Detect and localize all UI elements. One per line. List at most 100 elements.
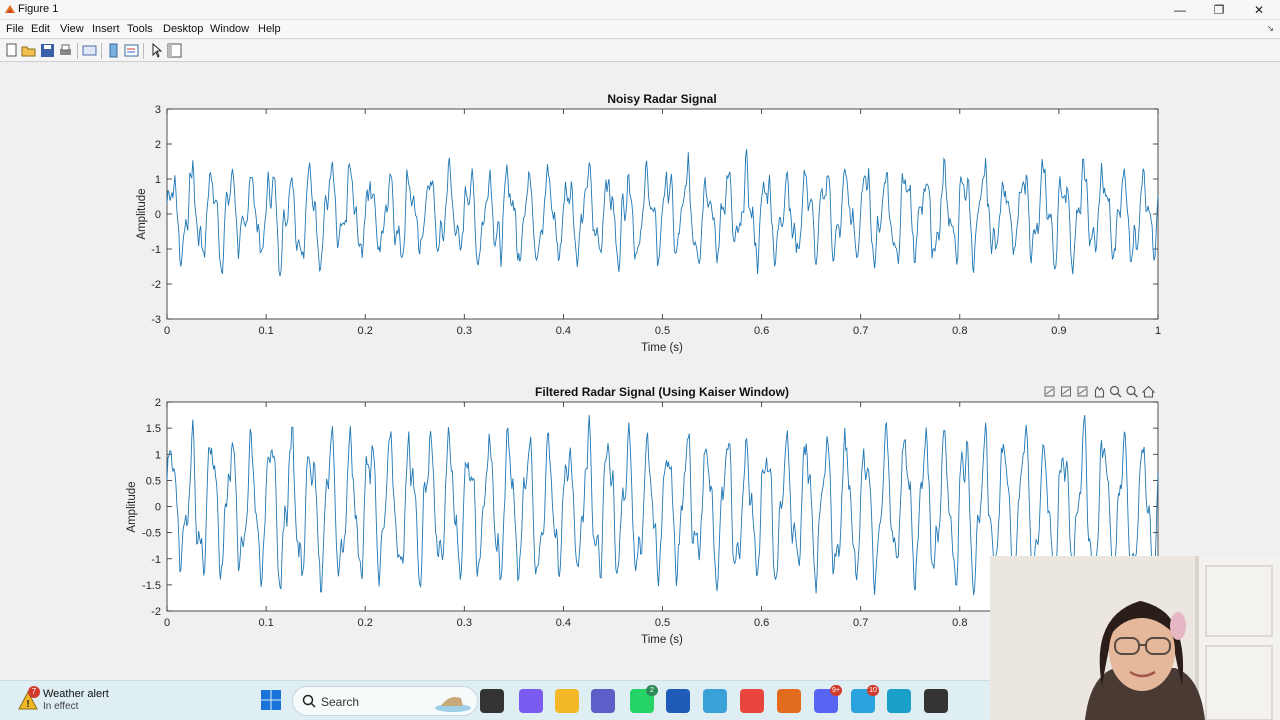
y-axis-label: Amplitude <box>126 481 138 532</box>
brush-icon[interactable] <box>1043 385 1056 398</box>
axes-noisy-box <box>166 108 1159 320</box>
filtered-signal-line <box>166 414 1159 596</box>
x-axis-label: Time (s) <box>641 342 683 354</box>
export-icon[interactable] <box>1076 385 1089 398</box>
menu-view[interactable]: View <box>60 23 84 35</box>
y-tick-label: -2 <box>151 606 161 618</box>
x-tick-label: 0.2 <box>358 325 373 337</box>
colorbar-icon[interactable] <box>106 43 121 58</box>
whatsapp-badge: 2 <box>646 685 658 696</box>
toolbar-separator <box>101 43 102 59</box>
y-tick-label: -0.5 <box>142 528 161 540</box>
weather-badge: 7 <box>28 686 40 698</box>
legend-icon[interactable] <box>124 43 139 58</box>
weather-widget[interactable]: ! 7 Weather alert In effect <box>18 686 138 716</box>
pan-icon[interactable] <box>1092 385 1106 398</box>
x-tick-label: 0.5 <box>655 617 670 629</box>
copilot-icon[interactable] <box>519 689 543 713</box>
x-tick-label: 0.6 <box>754 617 769 629</box>
print-icon[interactable] <box>58 43 73 58</box>
notepad-icon[interactable] <box>703 689 727 713</box>
y-tick-label: 0 <box>155 502 161 514</box>
y-tick-label: -1 <box>151 244 161 256</box>
chart-title: Filtered Radar Signal (Using Kaiser Wind… <box>535 385 789 399</box>
matlab-icon <box>5 5 15 13</box>
y-tick-label: 0.5 <box>146 475 161 487</box>
y-tick-label: 1 <box>155 449 161 461</box>
y-tick-label: -1 <box>151 554 161 566</box>
menu-help[interactable]: Help <box>258 23 281 35</box>
x-tick-label: 0.1 <box>258 325 273 337</box>
close-button[interactable]: ✕ <box>1253 3 1265 17</box>
property-inspector-icon[interactable] <box>167 43 182 58</box>
y-tick-label: 3 <box>155 104 161 116</box>
x-tick-label: 0.8 <box>952 325 967 337</box>
menu-bar: File Edit View Insert Tools Desktop Wind… <box>0 20 1280 39</box>
x-tick-label: 0.9 <box>1051 325 1066 337</box>
menu-window[interactable]: Window <box>210 23 250 35</box>
x-tick-label: 0.2 <box>358 617 373 629</box>
window-titlebar: Figure 1 — ❐ ✕ <box>0 0 1280 20</box>
matlab-icon[interactable] <box>777 689 801 713</box>
x-tick-label: 0.7 <box>853 617 868 629</box>
x-tick-label: 0.4 <box>556 325 571 337</box>
x-tick-label: 0 <box>164 325 170 337</box>
menu-edit[interactable]: Edit <box>31 23 50 35</box>
pointer-icon[interactable] <box>149 43 164 58</box>
discord-badge: 9+ <box>830 685 842 696</box>
x-tick-label: 0.6 <box>754 325 769 337</box>
figure-toolbar <box>0 40 1280 62</box>
y-tick-label: 1 <box>155 174 161 186</box>
minimize-button[interactable]: — <box>1174 3 1186 17</box>
window-title: Figure 1 <box>18 3 59 15</box>
search-highlight-icon <box>435 697 471 712</box>
menu-file[interactable]: File <box>6 23 24 35</box>
folder-icon[interactable] <box>555 689 579 713</box>
telegram-badge: 10 <box>867 685 879 696</box>
link-plot-icon[interactable] <box>82 43 97 58</box>
taskbar-search[interactable]: Search <box>292 686 478 716</box>
x-tick-label: 0.3 <box>457 617 472 629</box>
toolbar-separator <box>143 43 144 59</box>
y-tick-label: 2 <box>155 139 161 151</box>
y-tick-label: -2 <box>151 279 161 291</box>
zoom-in-icon[interactable] <box>1109 385 1122 398</box>
teams-icon[interactable] <box>591 689 615 713</box>
chrome-icon[interactable] <box>740 689 764 713</box>
chart-title: Noisy Radar Signal <box>607 92 716 106</box>
restore-button[interactable]: ❐ <box>1213 3 1225 17</box>
webcam-overlay <box>990 556 1280 720</box>
home-icon[interactable] <box>1141 385 1156 398</box>
dock-arrow-icon[interactable]: ↘ <box>1266 23 1274 33</box>
save-icon[interactable] <box>40 43 55 58</box>
obs-icon[interactable] <box>924 689 948 713</box>
windows-start-icon[interactable] <box>260 689 282 711</box>
x-tick-label: 1 <box>1155 325 1161 337</box>
presenter-video-image <box>990 556 1280 720</box>
datatip-icon[interactable] <box>1059 385 1073 398</box>
edge-icon[interactable] <box>887 689 911 713</box>
y-tick-label: 0 <box>155 209 161 221</box>
y-tick-label: 1.5 <box>146 423 161 435</box>
file-explorer-folder-icon[interactable] <box>480 689 504 713</box>
word-icon[interactable] <box>666 689 690 713</box>
open-icon[interactable] <box>21 43 36 58</box>
x-tick-label: 0.8 <box>952 617 967 629</box>
x-tick-label: 0.7 <box>853 325 868 337</box>
menu-tools[interactable]: Tools <box>127 23 153 35</box>
new-figure-icon[interactable] <box>4 43 19 58</box>
search-icon <box>302 694 316 708</box>
svg-text:!: ! <box>26 699 29 710</box>
y-tick-label: -3 <box>151 314 161 326</box>
x-tick-label: 0.5 <box>655 325 670 337</box>
y-axis-label: Amplitude <box>136 188 148 239</box>
y-tick-label: 2 <box>155 397 161 409</box>
menu-desktop[interactable]: Desktop <box>163 23 204 35</box>
search-placeholder: Search <box>321 695 360 709</box>
menu-insert[interactable]: Insert <box>92 23 120 35</box>
zoom-out-icon[interactable] <box>1125 385 1139 398</box>
x-tick-label: 0 <box>164 617 170 629</box>
toolbar-separator <box>77 43 78 59</box>
axes-noisy[interactable]: Noisy Radar Signal Time (s) Amplitude 0 0… <box>136 92 1161 354</box>
weather-warning-icon: ! <box>18 690 38 710</box>
